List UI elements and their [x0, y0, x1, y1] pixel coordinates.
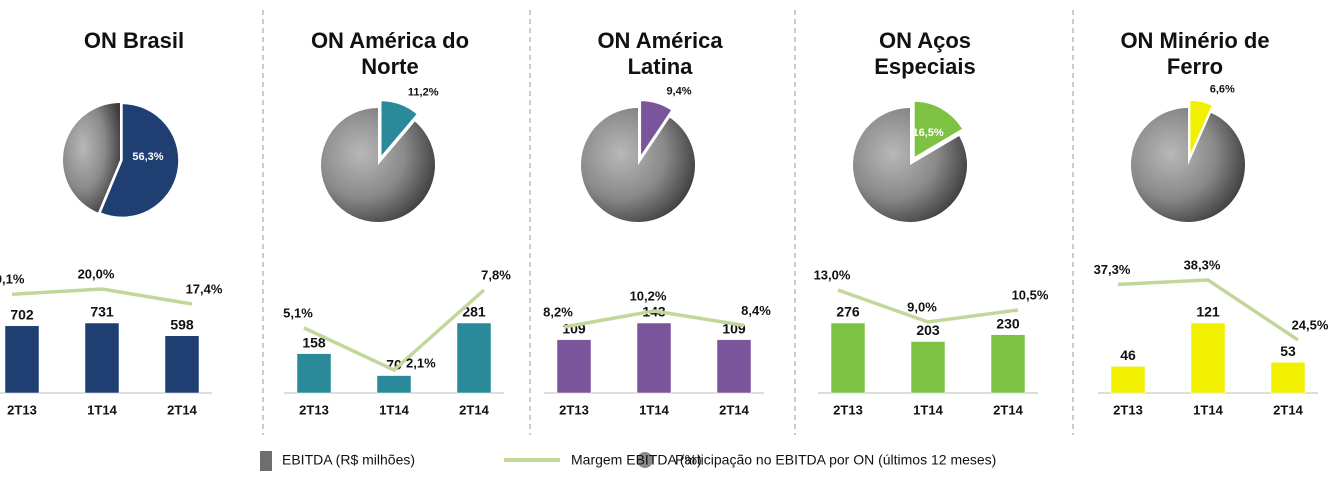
- bar: [456, 322, 492, 394]
- legend-label: Participação no EBITDA por ON (últimos 1…: [675, 452, 996, 468]
- bar: [164, 335, 200, 394]
- pie-rest: [321, 108, 435, 223]
- margin-line: [303, 288, 486, 373]
- bar-label: 46: [1120, 347, 1136, 363]
- bar-label: 276: [836, 304, 860, 320]
- x-tick-label: 2T13: [1113, 402, 1143, 417]
- bar-label: 731: [90, 304, 114, 320]
- bar: [990, 334, 1026, 394]
- bar: [1110, 366, 1146, 394]
- bar-label: 203: [916, 322, 940, 338]
- x-tick-label: 2T14: [167, 402, 197, 417]
- bar-label: 598: [170, 316, 194, 332]
- line-label: 38,3%: [1184, 257, 1221, 272]
- x-tick-label: 2T13: [299, 402, 329, 417]
- x-tick-label: 2T14: [1273, 402, 1303, 417]
- margin-line: [563, 309, 745, 329]
- pie-rest: [581, 108, 695, 222]
- line-label: 10,2%: [630, 288, 667, 303]
- pie-label: 11,2%: [408, 87, 439, 99]
- x-tick-label: 2T14: [459, 402, 489, 417]
- legend-label: Margem EBITDA (%): [571, 452, 702, 468]
- bar: [716, 339, 752, 394]
- bar: [296, 353, 332, 394]
- bar: [1270, 362, 1306, 394]
- line-label: 24,5%: [1292, 317, 1329, 332]
- line-label: 9,0%: [907, 299, 937, 314]
- x-tick-label: 1T14: [87, 402, 117, 417]
- bar: [910, 341, 946, 394]
- x-tick-label: 2T14: [993, 402, 1023, 417]
- line-label: 37,3%: [1094, 262, 1131, 277]
- bar-label: 158: [302, 334, 326, 350]
- bar-label: 53: [1280, 343, 1296, 359]
- line-label: 5,1%: [283, 305, 313, 320]
- line-label: 8,4%: [741, 303, 771, 318]
- bar-label: 230: [996, 315, 1020, 331]
- legend-label: EBITDA (R$ milhões): [282, 452, 415, 468]
- line-label: 2,1%: [406, 355, 436, 370]
- pie-rest: [1131, 108, 1246, 222]
- margin-line: [1117, 278, 1299, 342]
- bar: [376, 375, 412, 394]
- pie-slice: [380, 99, 419, 160]
- x-tick-label: 1T14: [379, 402, 409, 417]
- pie-slice: [913, 100, 965, 160]
- x-tick-label: 2T13: [833, 402, 863, 417]
- panel-title: ON Brasil: [83, 28, 185, 53]
- line-label: 10,5%: [1012, 287, 1049, 302]
- panel-title: ON Minério de Ferro: [1120, 28, 1270, 79]
- bar: [4, 325, 40, 394]
- panel-title: ON América Latina: [597, 28, 723, 79]
- panel-title: ON América do Norte: [310, 28, 470, 79]
- line-label: 20,0%: [78, 266, 115, 281]
- pie-slice: [639, 99, 674, 160]
- bar-label: 281: [462, 304, 486, 320]
- pie-rest: [853, 108, 968, 222]
- line-label: 19,1%: [0, 272, 25, 287]
- bar: [1190, 322, 1226, 394]
- legend-icon-pie: [637, 452, 653, 468]
- pie-label: 6,6%: [1210, 84, 1235, 96]
- bar: [636, 322, 672, 394]
- pie-label: 9,4%: [666, 85, 691, 97]
- x-tick-label: 1T14: [639, 402, 669, 417]
- panel-title: ON Aços Especiais: [874, 28, 976, 79]
- x-tick-label: 2T13: [559, 402, 589, 417]
- line-label: 17,4%: [186, 281, 223, 296]
- margin-line: [11, 287, 193, 306]
- bar-label: 121: [1196, 304, 1220, 320]
- pie-label: 56,3%: [132, 151, 163, 163]
- x-tick-label: 1T14: [913, 402, 943, 417]
- separators: [262, 10, 1074, 435]
- x-tick-label: 2T14: [719, 402, 749, 417]
- line-label: 13,0%: [814, 267, 851, 282]
- bar: [830, 322, 866, 394]
- margin-line: [837, 288, 1019, 324]
- pie-slice: [1188, 99, 1214, 158]
- pie-rest: [63, 103, 120, 213]
- line-label: 8,2%: [543, 304, 573, 319]
- x-tick-label: 2T13: [7, 402, 37, 417]
- x-tick-label: 1T14: [1193, 402, 1223, 417]
- pie-label: 16,5%: [912, 127, 943, 139]
- bar: [556, 339, 592, 394]
- pie-slice: [99, 102, 180, 219]
- line-label: 7,8%: [481, 267, 511, 282]
- legend-icon-bar: [260, 451, 272, 471]
- bar: [84, 322, 120, 394]
- bar-label: 702: [10, 306, 34, 322]
